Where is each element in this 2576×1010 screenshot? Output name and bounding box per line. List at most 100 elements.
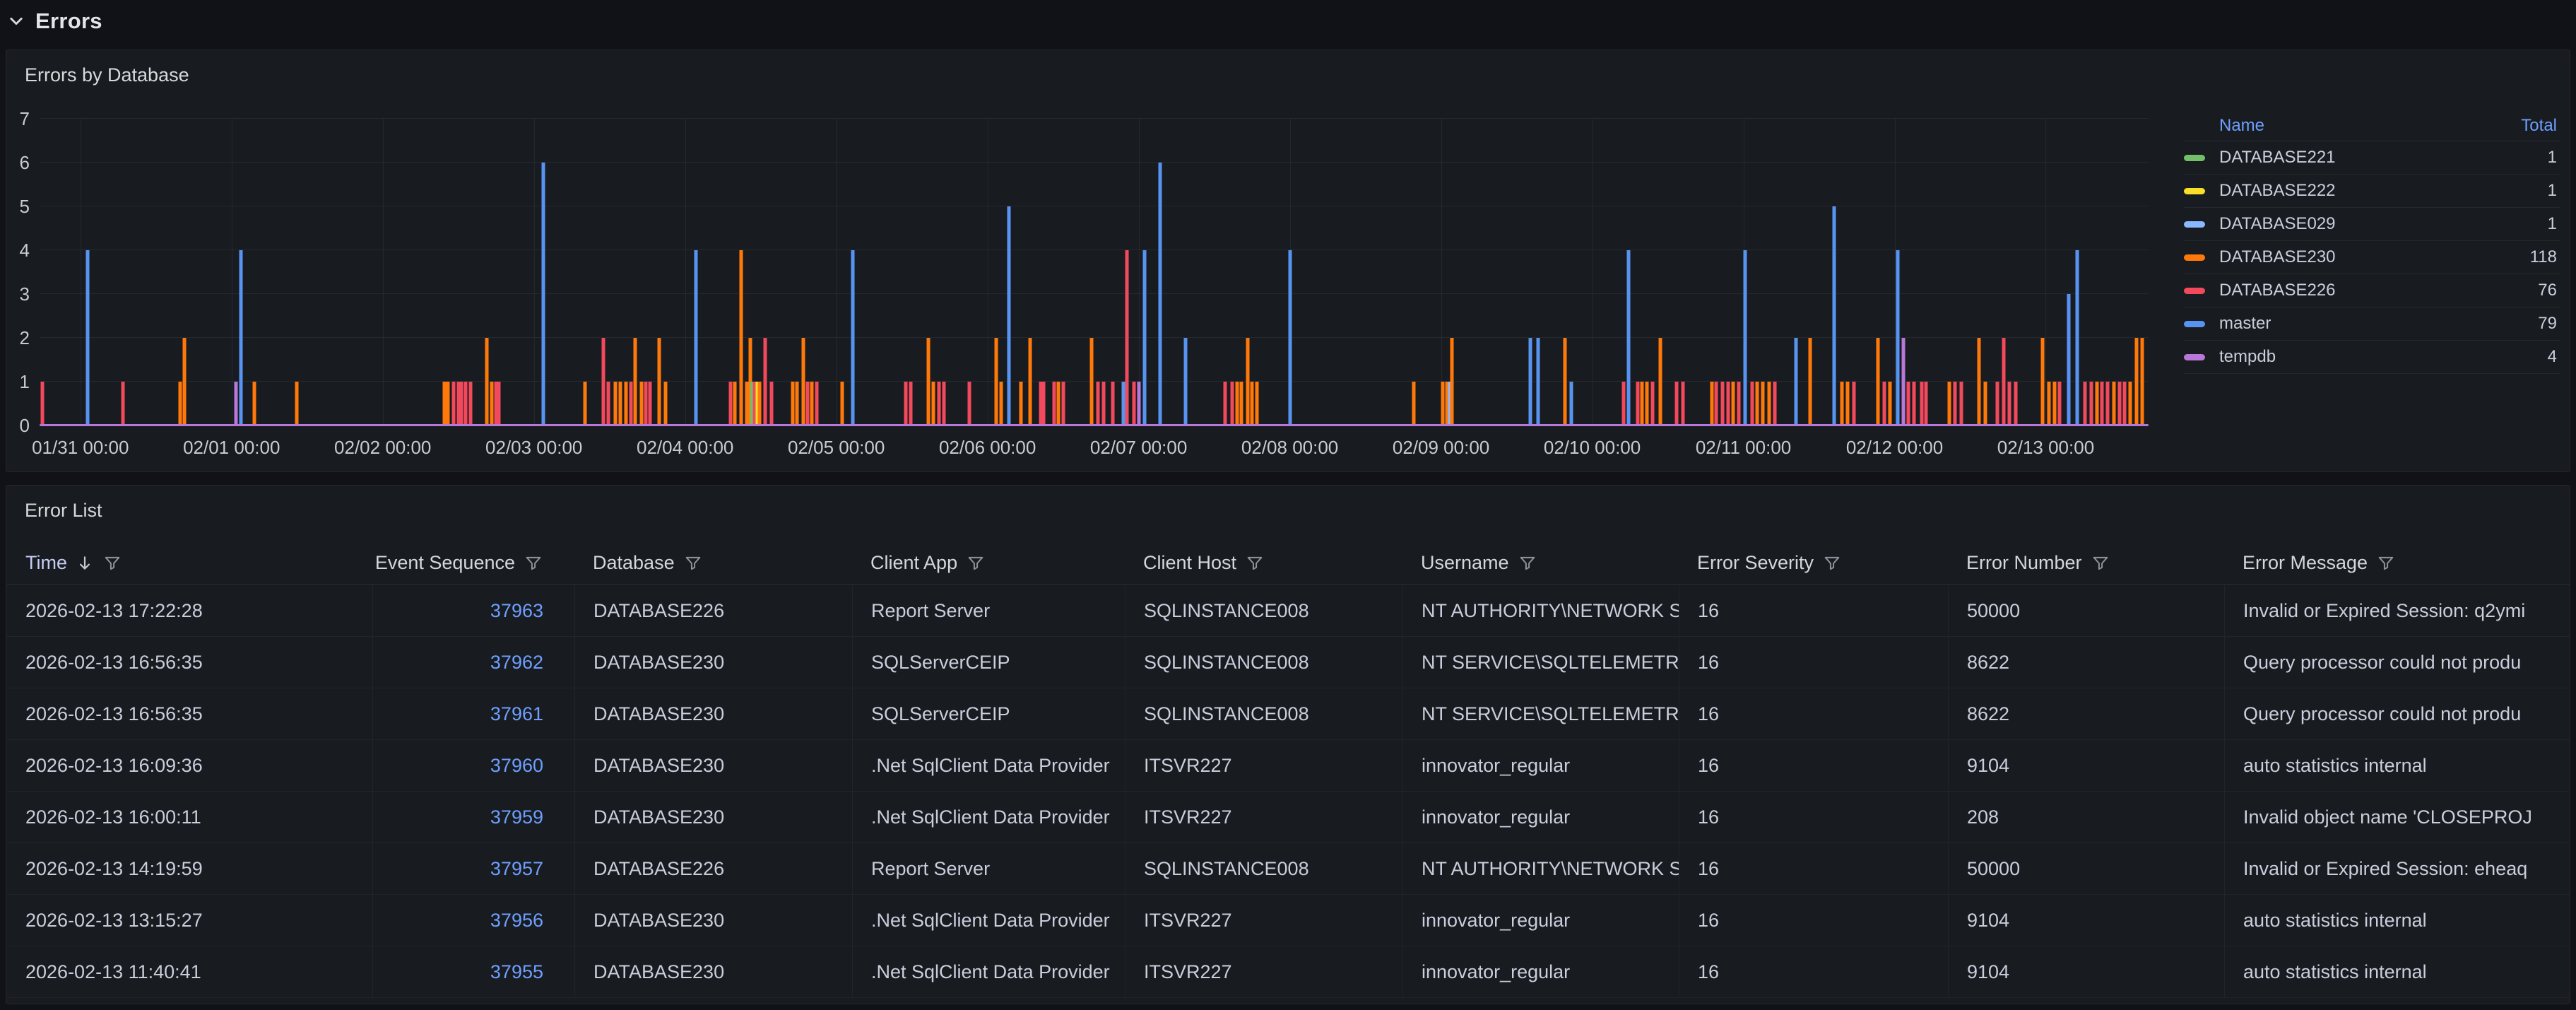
chart-bar-master [1896, 250, 1899, 425]
event-sequence-link[interactable]: 37959 [490, 806, 543, 828]
filter-funnel-icon[interactable] [1518, 553, 1537, 573]
chart-bar-DATABASE226 [1852, 382, 1855, 425]
legend-sort-total[interactable]: Total [2521, 116, 2557, 136]
chart-bar-DATABASE230 [614, 382, 618, 425]
column-header-database[interactable]: Database [574, 542, 852, 584]
gridline-vertical [383, 119, 384, 425]
chart-bar-DATABASE230 [485, 338, 489, 425]
chart-bar-DATABASE226 [649, 382, 652, 425]
column-header-client-host[interactable]: Client Host [1125, 542, 1402, 584]
panel-title-error-list[interactable]: Error List [25, 500, 102, 522]
column-header-time[interactable]: Time [7, 542, 372, 584]
chart-bar-DATABASE230 [1019, 382, 1022, 425]
cell-client-host: ITSVR227 [1125, 895, 1402, 946]
chart-bar-tempdb [1902, 338, 1906, 425]
filter-funnel-icon[interactable] [1245, 553, 1265, 573]
cell-event-sequence: 37960 [372, 740, 574, 791]
event-sequence-link[interactable]: 37962 [490, 652, 543, 674]
legend-item-DATABASE230[interactable]: DATABASE230118 [2184, 241, 2560, 274]
event-sequence-link[interactable]: 37963 [490, 600, 543, 622]
cell-error-number: 9104 [1948, 740, 2224, 791]
column-header-error-severity[interactable]: Error Severity [1679, 542, 1948, 584]
chart-bar-DATABASE226 [629, 382, 632, 425]
column-header-error-number[interactable]: Error Number [1948, 542, 2224, 584]
column-header-client-app[interactable]: Client App [852, 542, 1125, 584]
chart-bar-DATABASE226 [815, 382, 818, 425]
column-header-error-message[interactable]: Error Message [2224, 542, 2570, 584]
cell-username: innovator_regular [1402, 946, 1679, 997]
chart-bar-DATABASE230 [2047, 382, 2050, 425]
filter-funnel-icon[interactable] [683, 553, 703, 573]
gridline-vertical [685, 119, 686, 425]
cell-event-sequence: 37963 [372, 585, 574, 636]
legend-item-master[interactable]: master 79 [2184, 307, 2560, 341]
legend-series-name: DATABASE029 [2219, 214, 2336, 234]
chart-bar-master [86, 250, 90, 425]
chart-bar-DATABASE230 [179, 382, 182, 425]
chart-bar-DATABASE230 [801, 338, 805, 425]
chart-bar-DATABASE226 [606, 382, 610, 425]
cell-error-number: 8622 [1948, 688, 2224, 739]
chart-bar-master [1288, 250, 1292, 425]
filter-funnel-icon[interactable] [2091, 553, 2110, 573]
chart-bar-DATABASE230 [1240, 382, 1243, 425]
filter-funnel-icon[interactable] [524, 553, 543, 573]
cell-client-app: .Net SqlClient Data Provider [852, 740, 1125, 791]
filter-funnel-icon[interactable] [1822, 553, 1842, 573]
chart-bar-DATABASE230 [796, 382, 799, 425]
legend-item-DATABASE226[interactable]: DATABASE22676 [2184, 274, 2560, 307]
event-sequence-link[interactable]: 37955 [490, 961, 543, 983]
chart-bar-DATABASE226 [1231, 382, 1234, 425]
event-sequence-link[interactable]: 37957 [490, 858, 543, 880]
cell-time: 2026-02-13 16:00:11 [7, 792, 372, 842]
sort-desc-arrow-icon[interactable] [76, 554, 94, 572]
row-header-errors[interactable]: Errors [7, 6, 102, 37]
legend-sort-name[interactable]: Name [2219, 116, 2264, 136]
chart-bar-master [1832, 206, 1836, 425]
filter-funnel-icon[interactable] [102, 553, 122, 573]
legend-item-DATABASE221[interactable]: DATABASE2211 [2184, 141, 2560, 175]
x-axis-tick-label: 02/03 00:00 [485, 437, 582, 459]
chart-bar-DATABASE230 [625, 382, 628, 425]
cell-event-sequence: 37956 [372, 895, 574, 946]
y-axis-tick-label: 5 [20, 197, 30, 216]
chart-bar-DATABASE226 [497, 382, 501, 425]
legend-series-total: 79 [2538, 314, 2557, 334]
panel-title-errors-by-database[interactable]: Errors by Database [25, 64, 189, 86]
legend-item-DATABASE222[interactable]: DATABASE2221 [2184, 175, 2560, 208]
chart-bar-master [1569, 382, 1573, 425]
chart-bar-DATABASE226 [728, 382, 732, 425]
legend-item-DATABASE029[interactable]: DATABASE0291 [2184, 208, 2560, 241]
filter-funnel-icon[interactable] [966, 553, 986, 573]
chart-bar-DATABASE226 [1636, 382, 1639, 425]
event-sequence-link[interactable]: 37961 [490, 703, 543, 725]
cell-time: 2026-02-13 16:56:35 [7, 637, 372, 688]
chart-bar-master [1183, 338, 1187, 425]
chart-bar-DATABASE230 [1441, 382, 1444, 425]
legend-item-tempdb[interactable]: tempdb4 [2184, 341, 2560, 374]
cell-error-severity: 16 [1679, 688, 1948, 739]
chart-bar-DATABASE226 [452, 382, 456, 425]
column-header-event-sequence[interactable]: Event Sequence [372, 542, 574, 584]
chart-bar-master [1158, 163, 1162, 425]
panel-errors-by-database: Errors by Database 0123456701/31 00:0002… [6, 49, 2570, 472]
chart-bar-DATABASE226 [967, 382, 971, 425]
chart-bar-DATABASE226 [1052, 382, 1056, 425]
cell-error-severity: 16 [1679, 895, 1948, 946]
cell-error-message: Query processor could not produ [2224, 637, 2570, 688]
filter-funnel-icon[interactable] [2376, 553, 2396, 573]
chart-bar-DATABASE226 [1111, 382, 1115, 425]
chart-bar-DATABASE226 [1720, 382, 1724, 425]
event-sequence-link[interactable]: 37960 [490, 755, 543, 777]
chart-bar-DATABASE230 [739, 250, 743, 425]
x-axis-tick-label: 02/08 00:00 [1241, 437, 1338, 459]
chart-bar-DATABASE226 [1681, 382, 1684, 425]
event-sequence-link[interactable]: 37956 [490, 910, 543, 932]
column-header-label: Client Host [1143, 552, 1236, 574]
table-row: 2026-02-13 17:22:2837963DATABASE226Repor… [7, 585, 2570, 637]
legend-series-name: master [2219, 314, 2271, 334]
chart-bar-DATABASE230 [183, 338, 187, 425]
column-header-username[interactable]: Username [1402, 542, 1679, 584]
cell-time: 2026-02-13 17:22:28 [7, 585, 372, 636]
chart-bar-DATABASE230 [1246, 338, 1249, 425]
